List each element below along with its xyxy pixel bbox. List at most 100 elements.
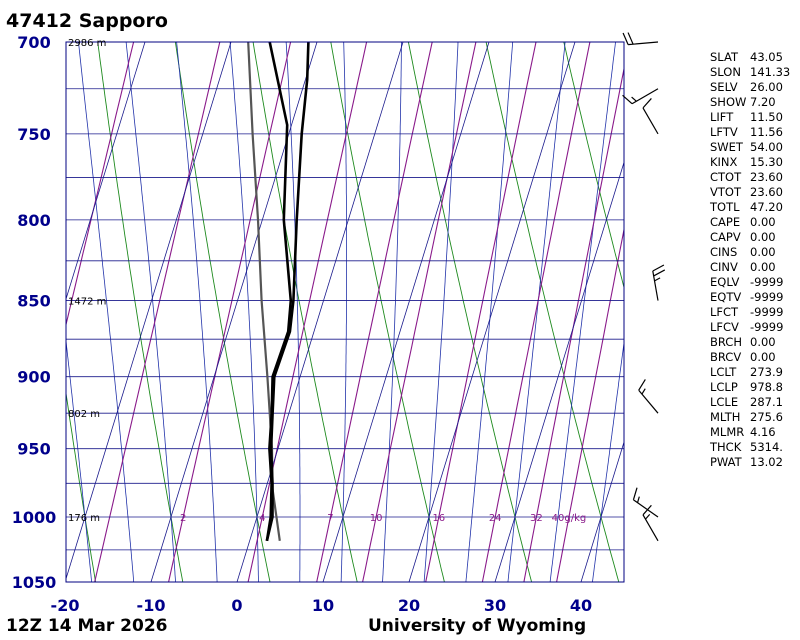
index-row: BRCH 0.00 [710, 335, 798, 350]
index-row: PWAT 13.02 [710, 455, 798, 470]
wind-barb-half-flag [641, 388, 646, 395]
index-value: -9999 [750, 290, 784, 304]
index-name: SLON [710, 65, 741, 79]
wind-barb-shaft [652, 270, 659, 301]
index-row: CAPE 0.00 [710, 215, 798, 230]
index-value: 11.50 [750, 110, 783, 124]
index-name: LFCT [710, 305, 739, 319]
index-name: TOTL [710, 200, 740, 214]
wind-barb-flag [622, 94, 633, 105]
mixing-ratio-line [523, 66, 624, 582]
index-name: LCLT [710, 365, 737, 379]
height-label: 1472 m [68, 297, 106, 308]
moist-adiabat-line [125, 42, 177, 582]
index-value: -9999 [750, 275, 784, 289]
wind-barb-flag [627, 32, 634, 45]
index-row: LFCT -9999 [710, 305, 798, 320]
dewpoint-profile-line [265, 42, 293, 542]
parcel-path-line [247, 42, 281, 541]
wind-barb-flag [642, 98, 652, 109]
index-value: 5314. [750, 440, 783, 454]
index-value: 47.20 [750, 200, 783, 214]
pressure-tick-label: 800 [17, 211, 50, 230]
pressure-tick-label: 700 [17, 33, 50, 52]
dry-adiabat-line [174, 42, 271, 582]
wind-barb-flag [652, 264, 665, 272]
index-name: CINV [710, 260, 738, 274]
index-value: 287.1 [750, 395, 783, 409]
mixing-ratio-line [425, 42, 537, 582]
index-row: BRCV 0.00 [710, 350, 798, 365]
mixing-ratio-label: 24 [489, 513, 502, 524]
dry-adiabat-line [563, 42, 624, 290]
index-row: MLTH 275.6 [710, 410, 798, 425]
pressure-tick-label: 850 [17, 292, 50, 311]
wind-barb-flag [638, 379, 646, 391]
mixing-ratio-label: 16 [432, 513, 445, 524]
index-name: CTOT [710, 170, 742, 184]
index-value: 273.9 [750, 365, 783, 379]
wind-barbs [622, 32, 666, 542]
isotherm-line [580, 440, 624, 582]
mixing-ratio-line [316, 42, 433, 582]
sounding-profiles [247, 42, 310, 542]
moist-adiabat-line [66, 337, 93, 582]
index-row: LIFT 11.50 [710, 110, 798, 125]
index-value: 275.6 [750, 410, 783, 424]
index-name: SLAT [710, 50, 738, 64]
dry-adiabat-line [407, 42, 533, 582]
height-label: 2986 m [68, 38, 106, 49]
moist-adiabat-line [591, 339, 624, 582]
isotherm-line [150, 42, 318, 582]
index-row: EQLV -9999 [710, 275, 798, 290]
index-row: SLON 141.33 [710, 65, 798, 80]
temperature-tick-label: -10 [137, 596, 166, 615]
isotherm-line [0, 42, 59, 582]
index-row: LCLP 978.8 [710, 380, 798, 395]
temperature-axis-labels: -20 -10 0 10 20 30 40 [51, 596, 593, 615]
index-row: CINV 0.00 [710, 260, 798, 275]
index-row: SLAT 43.05 [710, 50, 798, 65]
wind-barb-flag [632, 487, 638, 500]
isotherm-line [66, 42, 232, 581]
isotherm-line [408, 42, 576, 582]
index-row: LCLE 287.1 [710, 395, 798, 410]
isotherm-line [494, 161, 624, 582]
wind-barb [632, 487, 659, 518]
wind-barb [622, 88, 659, 105]
index-value: 13.02 [750, 455, 783, 469]
wind-barb [642, 504, 659, 542]
index-name: EQLV [710, 275, 740, 289]
index-row: LCLT 273.9 [710, 365, 798, 380]
pressure-tick-label: 900 [17, 368, 50, 387]
index-value: 0.00 [750, 350, 776, 364]
wind-barb-flag [642, 504, 652, 516]
index-name: CAPE [710, 215, 741, 229]
mixing-ratio-line [66, 42, 135, 327]
index-row: CAPV 0.00 [710, 230, 798, 245]
height-label: 802 m [68, 409, 100, 420]
moist-adiabat-line [78, 42, 135, 582]
index-value: 0.00 [750, 245, 776, 259]
wind-barb-half-flag [645, 513, 651, 520]
isotherm-lines [0, 42, 624, 582]
moist-adiabat-line [465, 42, 514, 582]
mixing-ratio-label: 10 [370, 513, 383, 524]
isotherm-line [66, 42, 146, 301]
index-value: 141.33 [750, 65, 791, 79]
pressure-tick-label: 950 [17, 440, 50, 459]
index-value: 0.00 [750, 260, 776, 274]
data-source: University of Wyoming [368, 616, 587, 636]
mixing-ratio-label: 32 [530, 513, 543, 524]
isobar-lines [66, 41, 624, 583]
index-name: EQTV [710, 290, 742, 304]
index-name: LCLP [710, 380, 738, 394]
index-value: 4.16 [750, 425, 776, 439]
index-name: LFCV [710, 320, 739, 334]
moist-adiabat-line [176, 42, 218, 582]
wind-barb-half-flag [636, 496, 640, 503]
mixing-ratio-label: 4 [259, 513, 265, 524]
height-labels: 2986 m 1472 m 802 m 176 m [68, 38, 106, 524]
wind-barb-half-flag [631, 96, 637, 102]
